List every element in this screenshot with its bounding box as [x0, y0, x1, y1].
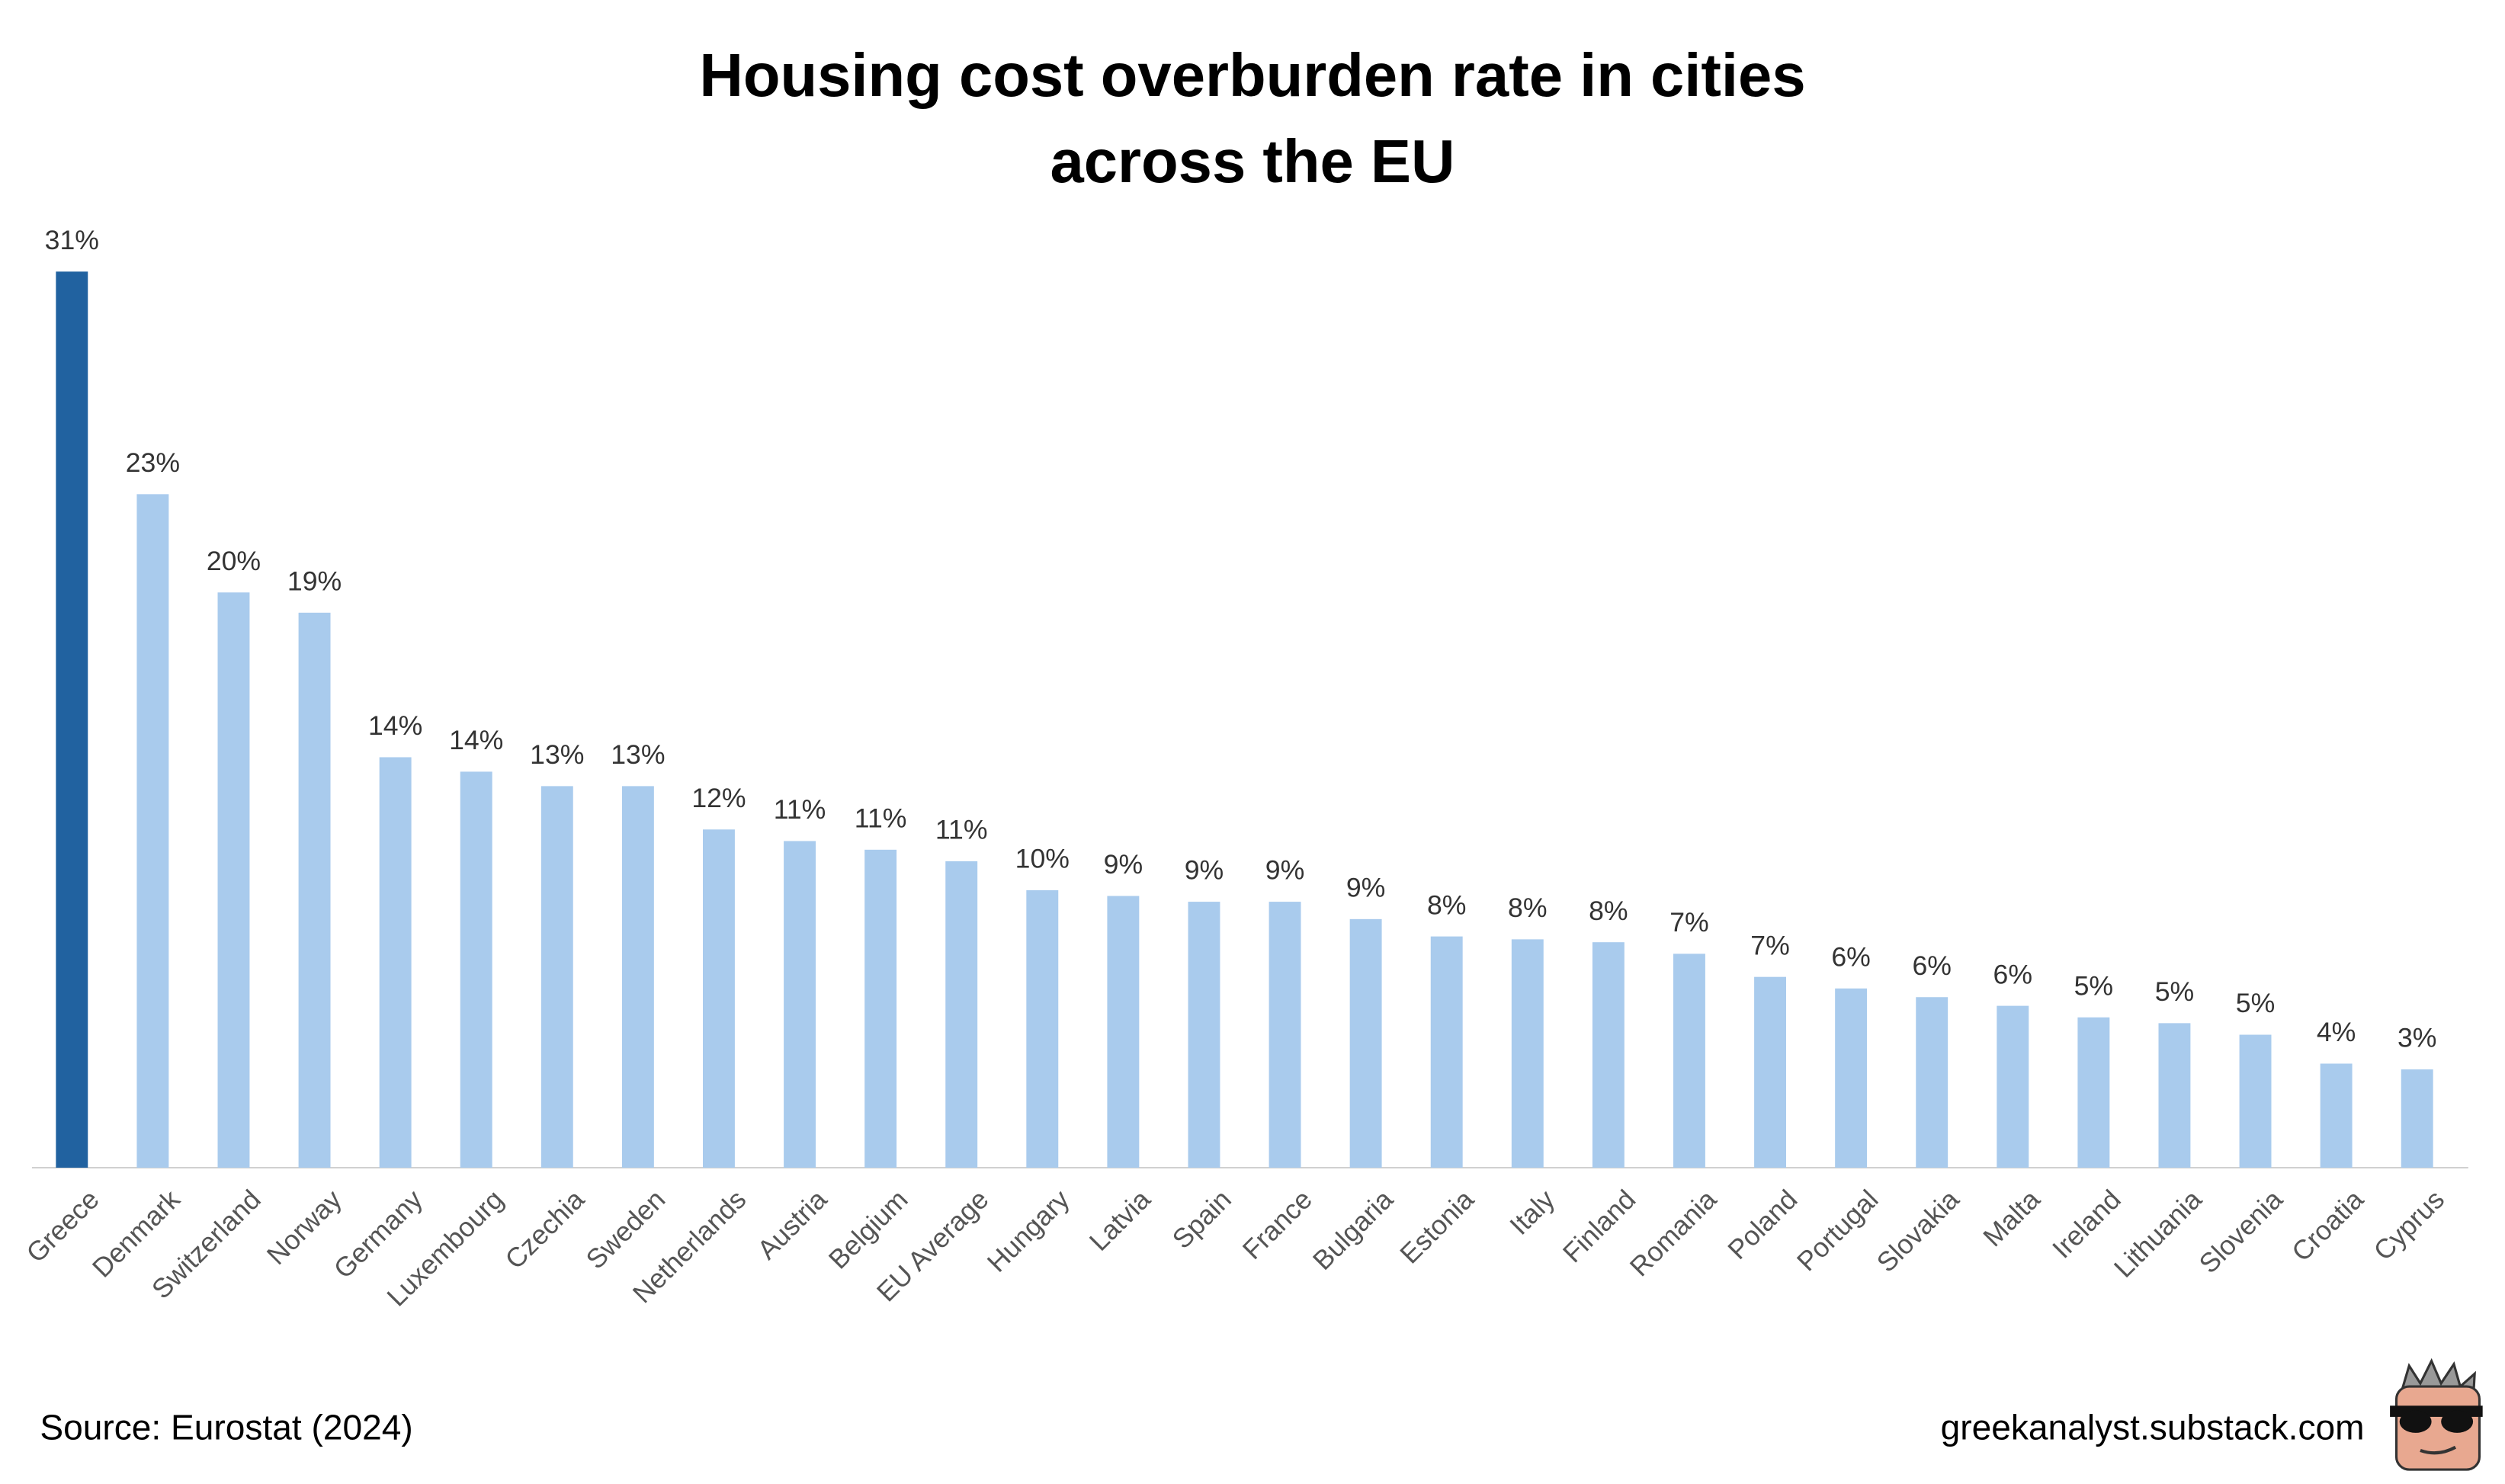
x-tick-label: Poland	[1722, 1184, 1804, 1265]
value-label: 8%	[1508, 893, 1547, 923]
x-tick-label: Estonia	[1394, 1184, 1480, 1269]
bar	[379, 757, 412, 1168]
credit: greekanalyst.substack.com	[1941, 1407, 2365, 1447]
bar	[864, 849, 897, 1168]
bar	[1754, 976, 1786, 1168]
bar	[1997, 1005, 2029, 1168]
value-label: 6%	[1831, 942, 1870, 973]
value-label: 6%	[1912, 950, 1951, 981]
bar	[1349, 918, 1382, 1168]
bar	[1511, 939, 1544, 1168]
value-label: 9%	[1346, 873, 1385, 903]
bar	[1269, 902, 1301, 1168]
bar	[1430, 936, 1463, 1168]
bar	[1026, 889, 1059, 1168]
value-label: 11%	[774, 794, 826, 825]
bar	[460, 771, 492, 1168]
value-label: 6%	[1993, 959, 2032, 989]
value-label: 12%	[691, 783, 746, 813]
bar	[1592, 942, 1625, 1168]
value-label: 9%	[1104, 849, 1143, 880]
x-tick-label: Slovenia	[2193, 1184, 2288, 1279]
x-tick-label: Cyprus	[2368, 1184, 2450, 1266]
bar	[2158, 1023, 2191, 1168]
x-tick-label: Malta	[1977, 1184, 2046, 1252]
x-tick-label: Hungary	[981, 1184, 1076, 1278]
value-label: 11%	[935, 815, 988, 845]
bar	[540, 786, 573, 1168]
x-tick-label: Portugal	[1791, 1184, 1884, 1277]
x-tick-label: Czechia	[499, 1184, 590, 1274]
value-label: 23%	[126, 447, 180, 478]
value-label: 10%	[1015, 844, 1070, 874]
value-label: 8%	[1427, 889, 1466, 920]
mascot	[2390, 1357, 2483, 1471]
bar	[784, 841, 816, 1168]
source: Source: Eurostat (2024)	[40, 1407, 412, 1447]
bar	[136, 494, 169, 1168]
bar	[56, 271, 88, 1168]
x-tick-label: Spain	[1166, 1184, 1237, 1255]
bar	[1835, 988, 1868, 1168]
bar	[2320, 1063, 2353, 1168]
value-label: 4%	[2317, 1017, 2356, 1047]
value-label: 31%	[45, 225, 99, 255]
value-label: 19%	[287, 566, 342, 596]
chart-title: across the EU	[1050, 127, 1455, 195]
bar	[1673, 954, 1705, 1168]
value-label: 13%	[530, 739, 584, 770]
x-tick-label: Lithuania	[2108, 1184, 2208, 1284]
x-tick-label: Romania	[1624, 1184, 1722, 1282]
bar	[298, 612, 331, 1168]
bar	[2239, 1034, 2272, 1168]
bar	[2401, 1069, 2433, 1168]
value-label: 14%	[449, 725, 503, 755]
bar	[621, 786, 654, 1168]
chart-title: Housing cost overburden rate in cities	[699, 41, 1805, 109]
bar	[703, 829, 735, 1168]
value-label: 13%	[611, 739, 665, 770]
value-label: 3%	[2398, 1023, 2436, 1053]
value-label: 7%	[1750, 930, 1789, 960]
bar	[217, 592, 250, 1168]
x-tick-label: Croatia	[2286, 1184, 2370, 1268]
value-label: 5%	[2155, 976, 2194, 1007]
bar	[1916, 997, 1949, 1168]
x-tick-label: Slovakia	[1871, 1184, 1965, 1278]
x-tick-label: Italy	[1504, 1184, 1561, 1241]
bar	[945, 861, 978, 1168]
x-tick-label: Bulgaria	[1307, 1184, 1399, 1276]
value-label: 8%	[1589, 896, 1628, 926]
x-tick-label: France	[1236, 1184, 1318, 1265]
bar	[2077, 1017, 2110, 1168]
value-label: 9%	[1185, 855, 1224, 886]
value-label: 5%	[2236, 988, 2275, 1018]
x-tick-label: Austria	[752, 1184, 833, 1265]
bar	[1188, 902, 1220, 1168]
value-label: 5%	[2074, 970, 2113, 1001]
bar	[1107, 896, 1140, 1168]
x-tick-label: Ireland	[2046, 1184, 2126, 1264]
value-label: 20%	[207, 546, 261, 576]
value-label: 11%	[855, 803, 907, 833]
value-label: 9%	[1265, 855, 1304, 886]
value-label: 14%	[368, 710, 422, 741]
value-label: 7%	[1669, 907, 1708, 938]
x-tick-label: Latvia	[1083, 1184, 1156, 1257]
